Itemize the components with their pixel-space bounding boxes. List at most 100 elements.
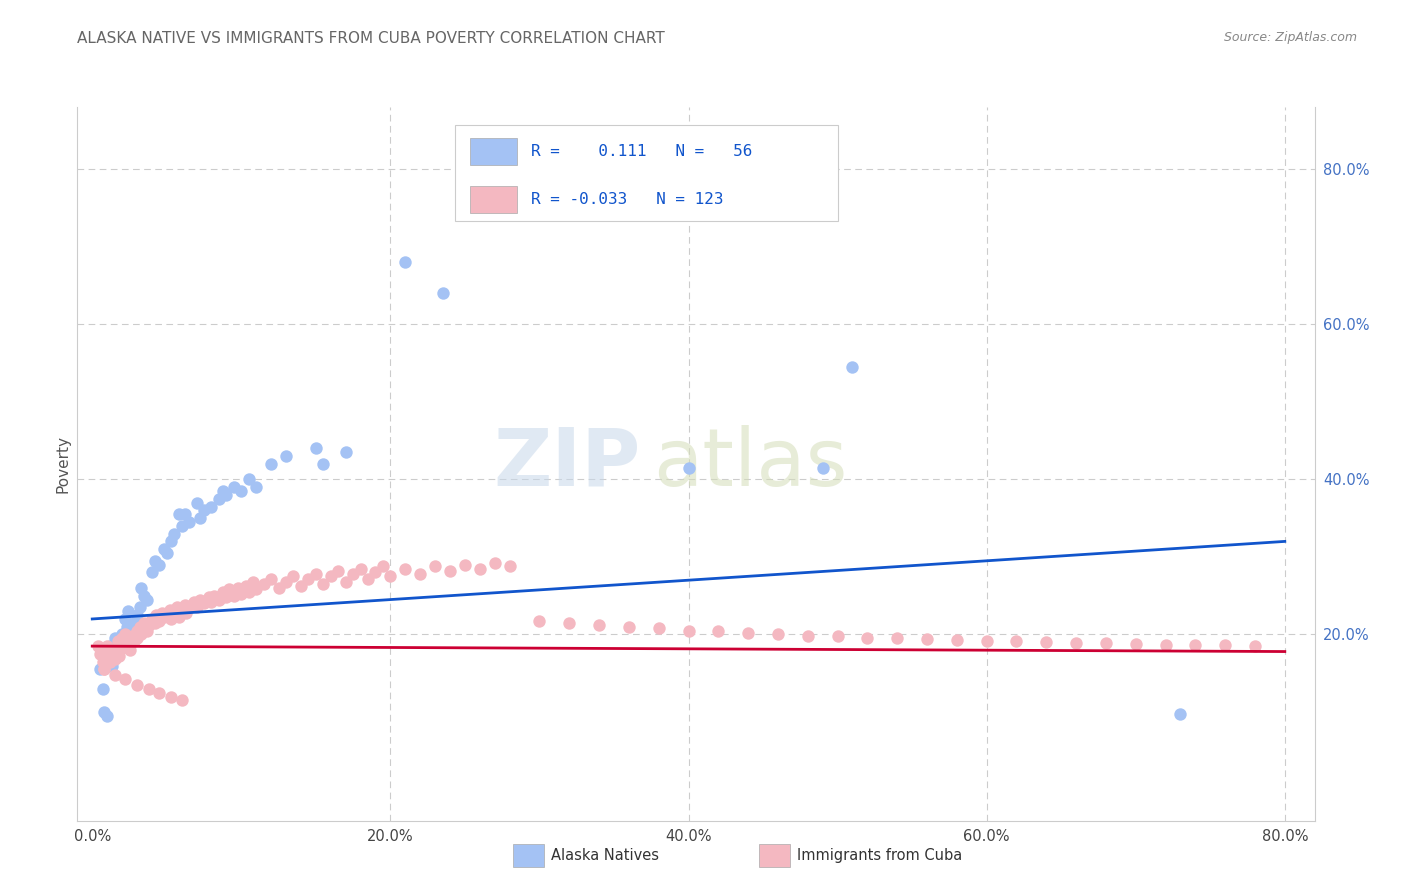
Point xyxy=(349,561,371,575)
Point xyxy=(131,581,153,595)
Point xyxy=(87,639,110,653)
Point xyxy=(260,572,283,586)
Point xyxy=(100,649,122,664)
Point xyxy=(156,608,179,623)
Text: R = -0.033   N = 123: R = -0.033 N = 123 xyxy=(531,192,724,207)
Point xyxy=(111,641,134,656)
Point xyxy=(766,627,789,641)
Point xyxy=(886,632,908,646)
Point xyxy=(129,600,152,615)
Point xyxy=(335,574,357,589)
Point xyxy=(136,592,159,607)
Point xyxy=(98,655,121,669)
Point xyxy=(156,546,179,560)
Point xyxy=(179,515,201,529)
Point xyxy=(242,574,264,589)
Point xyxy=(93,662,115,676)
Point xyxy=(371,559,394,574)
Point xyxy=(104,652,127,666)
Point xyxy=(96,647,118,661)
Point xyxy=(118,632,141,646)
Point xyxy=(152,610,174,624)
Point xyxy=(138,681,160,696)
Point xyxy=(173,598,195,612)
Point xyxy=(305,566,328,581)
Point xyxy=(468,561,491,575)
Point xyxy=(163,526,186,541)
Point xyxy=(173,508,195,522)
Point xyxy=(152,542,174,557)
Point xyxy=(96,709,118,723)
Point xyxy=(108,643,131,657)
Point xyxy=(125,608,148,623)
Point xyxy=(108,649,131,664)
Point xyxy=(432,286,454,301)
Point xyxy=(160,690,183,704)
Point xyxy=(114,627,136,641)
FancyBboxPatch shape xyxy=(470,186,516,212)
Point xyxy=(617,620,640,634)
Point xyxy=(342,566,364,581)
Point xyxy=(174,606,197,620)
Point xyxy=(212,584,235,599)
Point xyxy=(115,635,138,649)
Point xyxy=(114,673,136,687)
Point xyxy=(238,584,260,599)
Point xyxy=(647,621,669,635)
Point xyxy=(409,566,432,581)
FancyBboxPatch shape xyxy=(454,125,838,221)
Point xyxy=(159,602,181,616)
Point xyxy=(267,581,290,595)
Text: Alaska Natives: Alaska Natives xyxy=(551,848,659,863)
Point xyxy=(797,629,820,643)
Point xyxy=(297,572,319,586)
Point xyxy=(170,693,193,707)
Point xyxy=(141,566,163,580)
Point xyxy=(136,624,159,638)
Point xyxy=(231,483,253,498)
Point xyxy=(118,627,141,641)
Point xyxy=(208,592,231,607)
Point xyxy=(231,587,253,601)
Point xyxy=(170,519,193,533)
Point xyxy=(104,632,127,646)
Point xyxy=(188,511,211,525)
Point xyxy=(1170,706,1192,721)
Point xyxy=(245,582,267,597)
FancyBboxPatch shape xyxy=(470,137,516,165)
Point xyxy=(1005,634,1028,648)
Point xyxy=(915,632,938,647)
Point xyxy=(114,612,136,626)
Point xyxy=(186,600,208,615)
Point xyxy=(274,449,297,463)
Point xyxy=(122,615,145,630)
Point xyxy=(946,632,969,647)
Point xyxy=(222,480,245,494)
Point xyxy=(121,632,143,646)
Point xyxy=(204,589,226,603)
Point xyxy=(357,572,380,586)
Point xyxy=(827,629,849,643)
Text: Immigrants from Cuba: Immigrants from Cuba xyxy=(797,848,963,863)
Point xyxy=(1095,636,1118,650)
Point xyxy=(228,581,250,595)
Y-axis label: Poverty: Poverty xyxy=(55,434,70,493)
Point xyxy=(93,662,115,676)
Point xyxy=(91,655,114,669)
Point xyxy=(283,569,305,583)
Text: Source: ZipAtlas.com: Source: ZipAtlas.com xyxy=(1223,31,1357,45)
Point xyxy=(1154,638,1177,652)
Point xyxy=(215,488,238,502)
Point xyxy=(707,624,730,638)
Point xyxy=(1213,638,1236,652)
Point xyxy=(235,579,257,593)
Point xyxy=(197,591,219,605)
Point xyxy=(96,639,118,653)
Point xyxy=(1184,638,1206,652)
Point xyxy=(163,606,186,620)
Point xyxy=(856,631,879,645)
Point xyxy=(1035,635,1057,649)
Point xyxy=(498,559,520,574)
Point xyxy=(1244,639,1267,653)
Point xyxy=(529,614,551,628)
